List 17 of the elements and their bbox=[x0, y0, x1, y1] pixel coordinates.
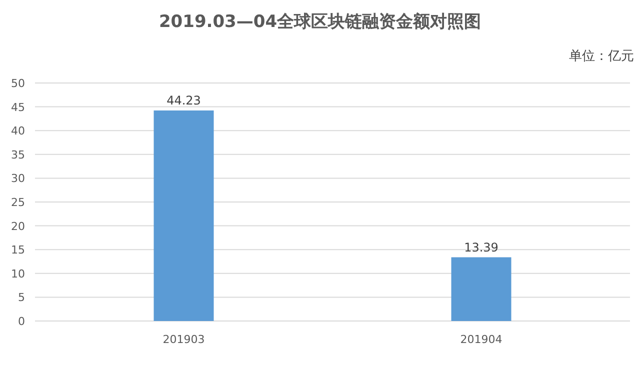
chart-title: 2019.03—04全球区块链融资金额对照图 bbox=[158, 12, 482, 32]
y-tick-label: 30 bbox=[11, 172, 25, 186]
y-tick-label: 40 bbox=[11, 124, 25, 138]
y-tick-label: 50 bbox=[11, 77, 25, 90]
y-tick-label: 25 bbox=[11, 196, 25, 209]
y-tick-label: 0 bbox=[18, 315, 25, 328]
y-tick-label: 15 bbox=[11, 244, 25, 257]
y-tick-label: 5 bbox=[18, 291, 25, 304]
y-tick-label: 20 bbox=[11, 220, 25, 233]
x-tick-label: 201904 bbox=[460, 333, 502, 346]
y-tick-label: 45 bbox=[11, 100, 25, 114]
x-tick-label: 201903 bbox=[162, 333, 205, 346]
y-tick-label: 35 bbox=[11, 148, 25, 162]
text: 单位：亿元 bbox=[569, 49, 634, 64]
data-label: 13.39 bbox=[464, 240, 498, 254]
y-tick-label: 10 bbox=[11, 267, 25, 280]
data-label: 44.23 bbox=[166, 93, 201, 108]
